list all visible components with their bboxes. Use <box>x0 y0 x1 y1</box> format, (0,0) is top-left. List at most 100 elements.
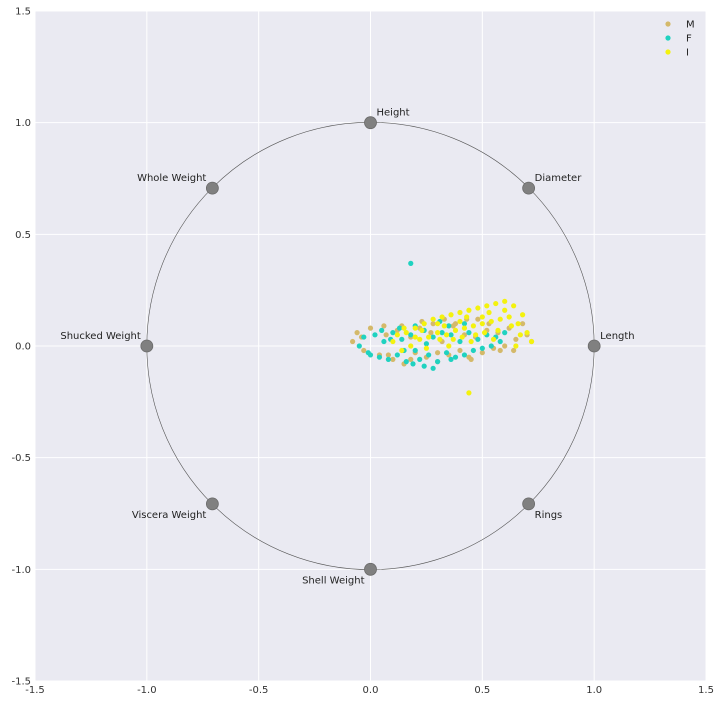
point-I <box>452 327 459 333</box>
point-F <box>457 338 463 345</box>
point-M <box>367 325 374 331</box>
point-I <box>511 303 517 309</box>
anchor-points: Length Diameter Height Whole Weight Shucked … <box>60 108 634 587</box>
point-F <box>361 334 367 340</box>
point-I <box>446 343 452 349</box>
point-F <box>367 352 374 358</box>
point-I <box>508 323 515 329</box>
point-F <box>497 338 503 345</box>
point-I <box>490 336 497 342</box>
point-F <box>430 334 436 340</box>
legend-label-I: I <box>686 48 689 59</box>
point-I <box>459 334 465 340</box>
point-F <box>381 338 387 345</box>
legend: MFI <box>665 20 695 59</box>
point-F <box>423 341 430 347</box>
point-F <box>446 323 452 329</box>
point-F <box>390 330 396 336</box>
point-I <box>401 325 407 331</box>
point-I <box>479 314 485 320</box>
point-I <box>448 312 454 318</box>
x-tick-label: 0.0 <box>363 685 379 696</box>
y-tick-label: 1.5 <box>15 7 31 18</box>
anchor-viscera-weight <box>205 497 219 511</box>
point-M <box>408 356 414 362</box>
point-F <box>408 260 414 266</box>
point-F <box>403 359 409 365</box>
point-F <box>372 332 378 338</box>
point-I <box>484 303 490 309</box>
anchor-label-viscera-weight: Viscera Weight <box>132 510 207 521</box>
point-F <box>417 356 423 362</box>
point-F <box>448 356 454 362</box>
point-M <box>361 347 367 354</box>
point-F <box>379 327 385 333</box>
point-I <box>399 347 405 354</box>
point-M <box>350 338 356 345</box>
point-I <box>430 316 436 322</box>
anchor-height <box>364 116 377 130</box>
point-I <box>408 343 414 349</box>
point-I <box>486 309 492 316</box>
point-M <box>435 350 441 356</box>
point-M <box>497 347 503 354</box>
point-M <box>511 347 517 354</box>
legend-label-F: F <box>686 34 692 45</box>
anchor-label-diameter: Diameter <box>535 173 583 184</box>
point-I <box>466 307 472 313</box>
point-F <box>356 343 362 349</box>
point-M <box>430 321 436 327</box>
point-I <box>495 327 501 333</box>
anchor-rings <box>522 497 536 511</box>
point-I <box>497 316 503 322</box>
point-I <box>419 327 425 333</box>
anchor-label-whole-weight: Whole Weight <box>137 173 206 184</box>
point-I <box>403 330 409 336</box>
x-tick-label: 1.0 <box>586 685 602 696</box>
point-I <box>513 343 519 349</box>
point-I <box>468 338 474 345</box>
legend-marker-I <box>665 49 671 55</box>
point-M <box>466 354 472 360</box>
point-I <box>443 332 450 338</box>
anchor-shucked-weight <box>140 339 154 353</box>
point-I <box>466 390 472 396</box>
point-I <box>524 330 530 336</box>
point-I <box>457 309 463 316</box>
point-M <box>383 332 389 338</box>
point-I <box>441 323 447 329</box>
point-I <box>473 332 479 338</box>
y-tick-label: 0.5 <box>15 230 31 241</box>
point-M <box>428 330 434 336</box>
point-F <box>412 347 418 354</box>
legend-label-M: M <box>686 20 695 31</box>
point-I <box>528 338 535 345</box>
point-F <box>410 361 416 367</box>
point-I <box>470 323 476 329</box>
point-F <box>396 325 403 331</box>
point-F <box>466 330 472 336</box>
point-M <box>354 330 360 336</box>
y-tick-label: 0.0 <box>15 342 31 353</box>
point-I <box>502 298 508 304</box>
point-I <box>435 330 441 336</box>
anchor-label-shell-weight: Shell Weight <box>302 575 364 586</box>
x-tick-label: 1.5 <box>698 685 714 696</box>
y-tick-label: -1.0 <box>11 565 31 576</box>
point-M <box>513 336 519 342</box>
point-M <box>519 321 526 327</box>
point-I <box>461 325 468 331</box>
point-M <box>502 343 508 349</box>
legend-marker-M <box>665 21 671 27</box>
point-F <box>488 343 494 349</box>
point-I <box>515 321 521 327</box>
point-M <box>385 352 391 358</box>
point-I <box>439 314 445 320</box>
anchor-label-length: Length <box>600 331 635 342</box>
point-F <box>475 336 481 342</box>
y-tick-label: 1.0 <box>15 118 31 129</box>
point-M <box>475 316 481 322</box>
point-F <box>385 356 391 362</box>
point-F <box>439 330 445 336</box>
